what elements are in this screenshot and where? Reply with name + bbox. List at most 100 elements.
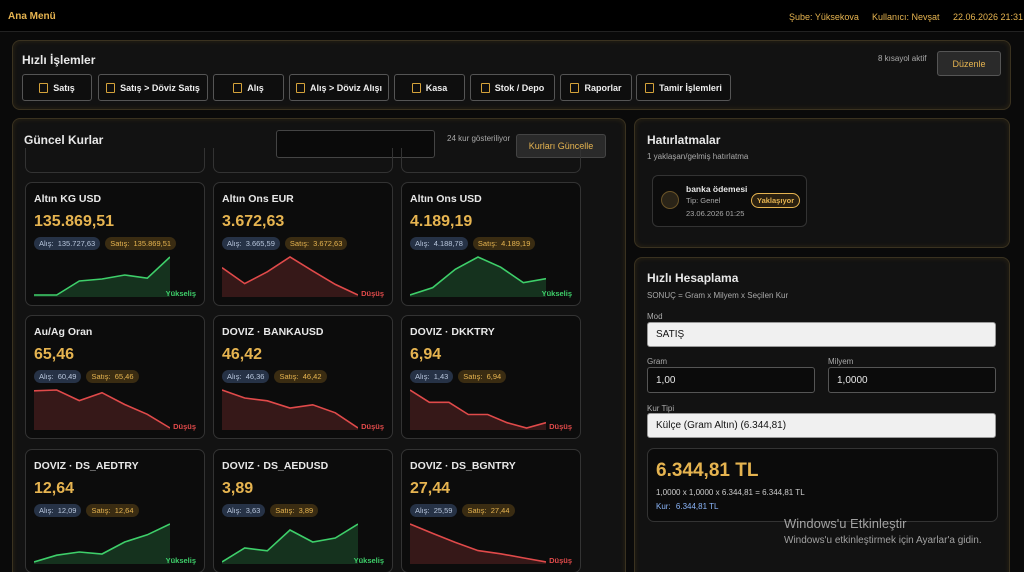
buy-label: Alış: bbox=[227, 506, 242, 515]
rate-value: 3,89 bbox=[222, 480, 254, 497]
sell-label: Satış: bbox=[463, 372, 483, 381]
result: 6.344,81 TL bbox=[656, 460, 759, 481]
sell-pill: Satış: 4.189,19 bbox=[472, 237, 536, 250]
buy-value: 4.188,78 bbox=[433, 239, 463, 248]
subtitle: 1 yaklaşan/gelmiş hatırlatma bbox=[647, 152, 749, 161]
rate-select[interactable]: Külçe (Gram Altın) (6.344,81) bbox=[647, 413, 996, 438]
sparkline-area bbox=[410, 257, 546, 297]
price-row: Alış: 60,49 Satış: 65,46 bbox=[34, 370, 144, 383]
rate-text-value: 6.344,81 TL bbox=[675, 502, 719, 511]
section-title: Hatırlatmalar bbox=[647, 133, 721, 147]
buy-pill: Alış: 25,59 bbox=[410, 504, 458, 517]
edit-button[interactable]: Düzenle bbox=[937, 51, 1001, 76]
rate-card[interactable]: DOVIZ · DS_AEDTRY 12,64 Alış: 12,09 Satış: … bbox=[25, 449, 205, 572]
sparkline bbox=[222, 523, 358, 564]
milyem-input[interactable]: 1,0000 bbox=[828, 367, 996, 393]
sparkline bbox=[222, 389, 358, 430]
buy-value: 3.665,59 bbox=[245, 239, 275, 248]
buy-label: Alış: bbox=[227, 239, 242, 248]
sparkline-line bbox=[410, 523, 546, 563]
buy-value: 46,36 bbox=[245, 372, 265, 381]
action-button[interactable]: Satış > Döviz Satış bbox=[98, 74, 208, 101]
sparkline-area bbox=[410, 524, 546, 564]
action-button[interactable]: Raporlar bbox=[560, 74, 632, 101]
action-button[interactable]: Alış > Döviz Alışı bbox=[289, 74, 389, 101]
buy-value: 60,49 bbox=[57, 372, 77, 381]
sell-pill: Satış: 135.869,51 bbox=[105, 237, 177, 250]
badge: Yaklaşıyor bbox=[751, 193, 801, 208]
card-edge bbox=[401, 148, 581, 173]
rate-card[interactable]: Altın Ons EUR 3.672,63 Alış: 3.665,59 Satış… bbox=[213, 182, 393, 306]
rate-card[interactable]: Altın KG USD 135.869,51 Alış: 135.727,63 Sa… bbox=[25, 182, 205, 306]
sparkline-area bbox=[222, 524, 358, 564]
sell-value: 46,42 bbox=[302, 372, 322, 381]
sell-label: Satış: bbox=[477, 239, 498, 248]
mode-select[interactable]: SATIŞ bbox=[647, 322, 996, 347]
top-bar bbox=[0, 0, 1024, 32]
price-row: Alış: 1,43 Satış: 6,94 bbox=[410, 370, 511, 383]
buy-label: Alış: bbox=[227, 372, 242, 381]
button-label: Stok / Depo bbox=[494, 82, 545, 93]
action-button[interactable]: Stok / Depo bbox=[470, 74, 555, 101]
action-button[interactable]: Satış bbox=[22, 74, 92, 101]
sell-pill: Satış: 27,44 bbox=[462, 504, 515, 517]
rate-name: Au/Ag Oran bbox=[34, 326, 93, 338]
watermark-title: Windows'u Etkinleştir bbox=[784, 516, 907, 531]
gram-input[interactable]: 1,00 bbox=[647, 367, 815, 393]
price-row: Alış: 135.727,63 Satış: 135.869,51 bbox=[34, 237, 181, 250]
sparkline bbox=[34, 523, 170, 564]
watermark-subtitle: Windows'u etkinleştirmek için Ayarlar'a … bbox=[784, 535, 982, 546]
action-button[interactable]: Kasa bbox=[394, 74, 465, 101]
action-button[interactable]: Tamir İşlemleri bbox=[636, 74, 731, 101]
sell-pill: Satış: 3,89 bbox=[270, 504, 319, 517]
sell-pill: Satış: 3.672,63 bbox=[284, 237, 348, 250]
reminder-title: banka ödemesi bbox=[686, 184, 748, 194]
trend-label: Düşüş bbox=[361, 289, 384, 298]
button-icon bbox=[296, 82, 306, 93]
sell-pill: Satış: 46,42 bbox=[274, 370, 327, 383]
action-button[interactable]: Alış bbox=[213, 74, 284, 101]
trend-label: Yükseliş bbox=[353, 556, 384, 565]
rate-value: 6,94 bbox=[410, 346, 442, 363]
sell-pill: Satış: 12,64 bbox=[86, 504, 139, 517]
rate-card[interactable]: Altın Ons USD 4.189,19 Alış: 4.188,78 Satış… bbox=[401, 182, 581, 306]
rate-value: 12,64 bbox=[34, 480, 75, 497]
rate-card[interactable]: DOVIZ · BANKAUSD 46,42 Alış: 46,36 Satış: 4… bbox=[213, 315, 393, 439]
buy-value: 25,59 bbox=[433, 506, 453, 515]
field-label: Mod bbox=[647, 312, 663, 321]
field-label: Milyem bbox=[828, 357, 854, 366]
rate-text: Kur: 6.344,81 TL bbox=[656, 502, 718, 511]
sparkline-line bbox=[34, 523, 170, 563]
buy-pill: Alış: 3,63 bbox=[222, 504, 266, 517]
sparkline bbox=[222, 256, 358, 297]
rate-card[interactable]: DOVIZ · DS_BGNTRY 27,44 Alış: 25,59 Satış: … bbox=[401, 449, 581, 572]
update-button[interactable]: Kurları Güncelle bbox=[516, 134, 606, 158]
sell-label: Satış: bbox=[275, 506, 295, 515]
sell-value: 65,46 bbox=[114, 372, 134, 381]
datetime: 22.06.2026 21:31 bbox=[953, 12, 1024, 22]
price-row: Alış: 46,36 Satış: 46,42 bbox=[222, 370, 332, 383]
sparkline bbox=[410, 523, 546, 564]
rate-name: DOVIZ · DS_BGNTRY bbox=[410, 460, 516, 472]
trend-label: Yükseliş bbox=[165, 289, 196, 298]
button-label: Raporlar bbox=[584, 82, 622, 93]
rate-card[interactable]: Au/Ag Oran 65,46 Alış: 60,49 Satış: 65,46 Dü… bbox=[25, 315, 205, 439]
buy-label: Alış: bbox=[39, 372, 54, 381]
rate-value: 65,46 bbox=[34, 346, 75, 363]
buy-value: 3,63 bbox=[245, 506, 261, 515]
section-title: Hızlı Hesaplama bbox=[647, 271, 739, 285]
app-title[interactable]: Ana Menü bbox=[8, 11, 56, 22]
search-input[interactable] bbox=[276, 130, 435, 158]
buy-label: Alış: bbox=[39, 506, 54, 515]
sparkline-area bbox=[410, 390, 546, 430]
button-icon bbox=[645, 82, 655, 93]
button-label: Kasa bbox=[425, 82, 448, 93]
buy-value: 12,09 bbox=[57, 506, 77, 515]
rate-card[interactable]: DOVIZ · DS_AEDUSD 3,89 Alış: 3,63 Satış: 3,… bbox=[213, 449, 393, 572]
buy-pill: Alış: 4.188,78 bbox=[410, 237, 468, 250]
rate-card[interactable]: DOVIZ · DKKTRY 6,94 Alış: 1,43 Satış: 6,94 D… bbox=[401, 315, 581, 439]
button-icon bbox=[570, 82, 580, 93]
buy-label: Alış: bbox=[415, 372, 430, 381]
status: 8 kısayol aktif bbox=[878, 54, 927, 63]
